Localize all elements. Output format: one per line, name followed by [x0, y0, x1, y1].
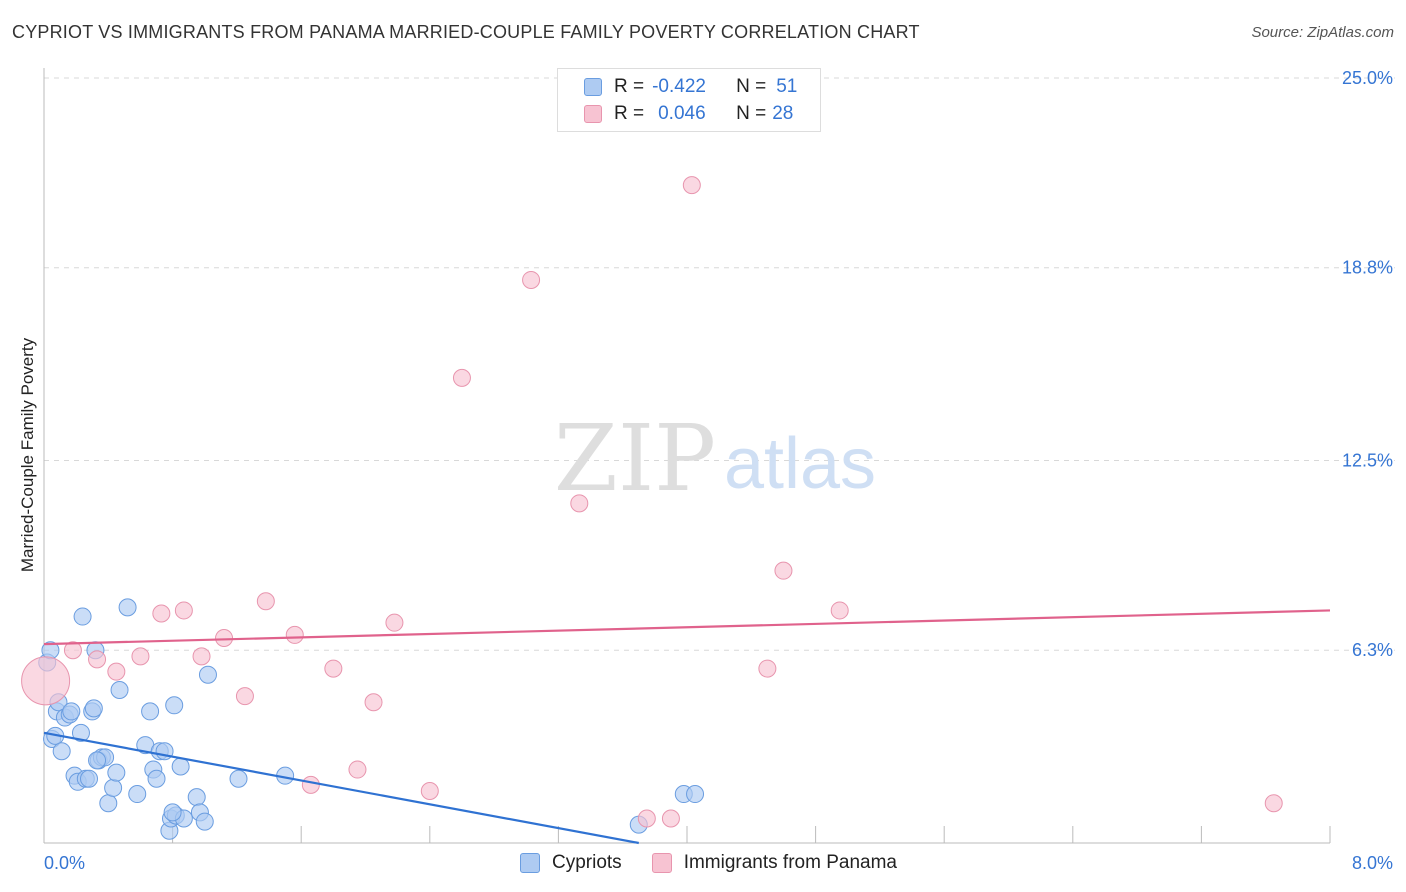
- trend-lines: [43, 609, 1331, 845]
- panama-point: [63, 641, 82, 660]
- cypriot-point: [62, 702, 81, 721]
- cypriot-point: [71, 723, 90, 742]
- panama-point: [385, 613, 404, 632]
- panama-point: [420, 781, 439, 800]
- panama-point: [285, 625, 304, 644]
- legend-r-label: R =: [614, 103, 645, 124]
- legend-label-panama: Immigrants from Panama: [683, 852, 897, 873]
- cypriot-point: [73, 607, 92, 626]
- panama-point: [88, 650, 107, 669]
- watermark: ZIP atlas: [554, 405, 876, 512]
- panama-point: [21, 656, 71, 706]
- legend-label-cypriots: Cypriots: [552, 852, 622, 873]
- panama-point: [522, 270, 541, 289]
- watermark-zip: ZIP: [554, 405, 716, 512]
- cypriot-point: [171, 757, 190, 776]
- cypriot-point: [99, 794, 118, 813]
- panama-point: [452, 368, 471, 387]
- cypriot-point: [84, 699, 103, 718]
- panama-point: [256, 592, 275, 611]
- cypriot-point: [88, 751, 107, 770]
- cypriot-point: [147, 769, 166, 788]
- source-label: Source: ZipAtlas.com: [1251, 24, 1394, 41]
- y-tick-label: 18.8%: [1342, 258, 1393, 278]
- cypriot-point: [128, 785, 147, 804]
- legend-item-cypriots: Cypriots: [520, 852, 622, 874]
- legend-row-panama: R = 0.046 N = 28: [584, 103, 793, 125]
- cypriot-point: [187, 788, 206, 807]
- stats-legend: R = -0.422 N = 51 R = 0.046 N = 28: [557, 68, 821, 132]
- panama-point: [192, 647, 211, 666]
- panama-point: [131, 647, 150, 666]
- legend-r-label: R =: [614, 76, 645, 97]
- legend-swatch-panama: [651, 853, 672, 873]
- cypriot-point: [80, 769, 99, 788]
- cypriot-point: [229, 769, 248, 788]
- panama-point: [637, 809, 656, 828]
- cypriot-point: [104, 778, 123, 797]
- panama-point: [661, 809, 680, 828]
- legend-row-cypriots: R = -0.422 N = 51: [584, 76, 797, 98]
- gridlines: [44, 77, 1395, 651]
- panama-point: [301, 775, 320, 794]
- legend-item-panama: Immigrants from Panama: [651, 852, 897, 874]
- panama-trend-line: [43, 609, 1331, 646]
- panama-point: [774, 561, 793, 580]
- panama-point: [324, 659, 343, 678]
- panama-point: [1264, 794, 1283, 813]
- cypriot-point: [198, 665, 217, 684]
- cypriot-point: [52, 742, 71, 761]
- legend-n-label: N =: [736, 76, 767, 97]
- legend-swatch-cypriots: [520, 853, 540, 873]
- cypriot-point: [107, 763, 126, 782]
- legend-n-value: 51: [776, 76, 798, 97]
- cypriot-point: [163, 803, 182, 822]
- panama-point: [215, 628, 234, 647]
- series-legend: Cypriots Immigrants from Panama: [520, 852, 927, 874]
- legend-swatch-panama: [584, 105, 602, 123]
- x-tick-label: 8.0%: [1352, 853, 1393, 873]
- panama-point: [348, 760, 367, 779]
- panama-point: [758, 659, 777, 678]
- legend-n-value: 28: [772, 103, 794, 124]
- panama-point: [235, 687, 254, 706]
- panama-point: [174, 601, 193, 620]
- tick-labels: 6.3% 12.5% 18.8% 25.0% 0.0% 8.0%: [44, 68, 1393, 873]
- cypriot-point: [195, 812, 214, 831]
- panama-point: [364, 693, 383, 712]
- panama-point: [152, 604, 171, 623]
- legend-swatch-cypriots: [584, 78, 602, 96]
- cypriot-point: [165, 696, 184, 715]
- y-tick-label: 12.5%: [1342, 451, 1393, 471]
- panama-point: [830, 601, 849, 620]
- cypriot-point: [141, 702, 160, 721]
- panama-point: [570, 494, 589, 513]
- panama-point: [107, 662, 126, 681]
- panama-point: [682, 176, 701, 195]
- cypriot-point: [686, 785, 705, 804]
- legend-r-value: 0.046: [658, 103, 706, 124]
- cypriot-point: [110, 681, 129, 699]
- chart-title: CYPRIOT VS IMMIGRANTS FROM PANAMA MARRIE…: [12, 22, 920, 42]
- y-tick-label: 25.0%: [1342, 68, 1393, 88]
- legend-r-value: -0.422: [652, 76, 706, 97]
- watermark-atlas: atlas: [724, 424, 876, 504]
- y-tick-label: 6.3%: [1352, 640, 1393, 660]
- x-tick-label: 0.0%: [44, 853, 85, 873]
- legend-n-label: N =: [736, 103, 767, 124]
- cypriot-trend-line: [43, 731, 639, 845]
- cypriot-point: [118, 598, 137, 617]
